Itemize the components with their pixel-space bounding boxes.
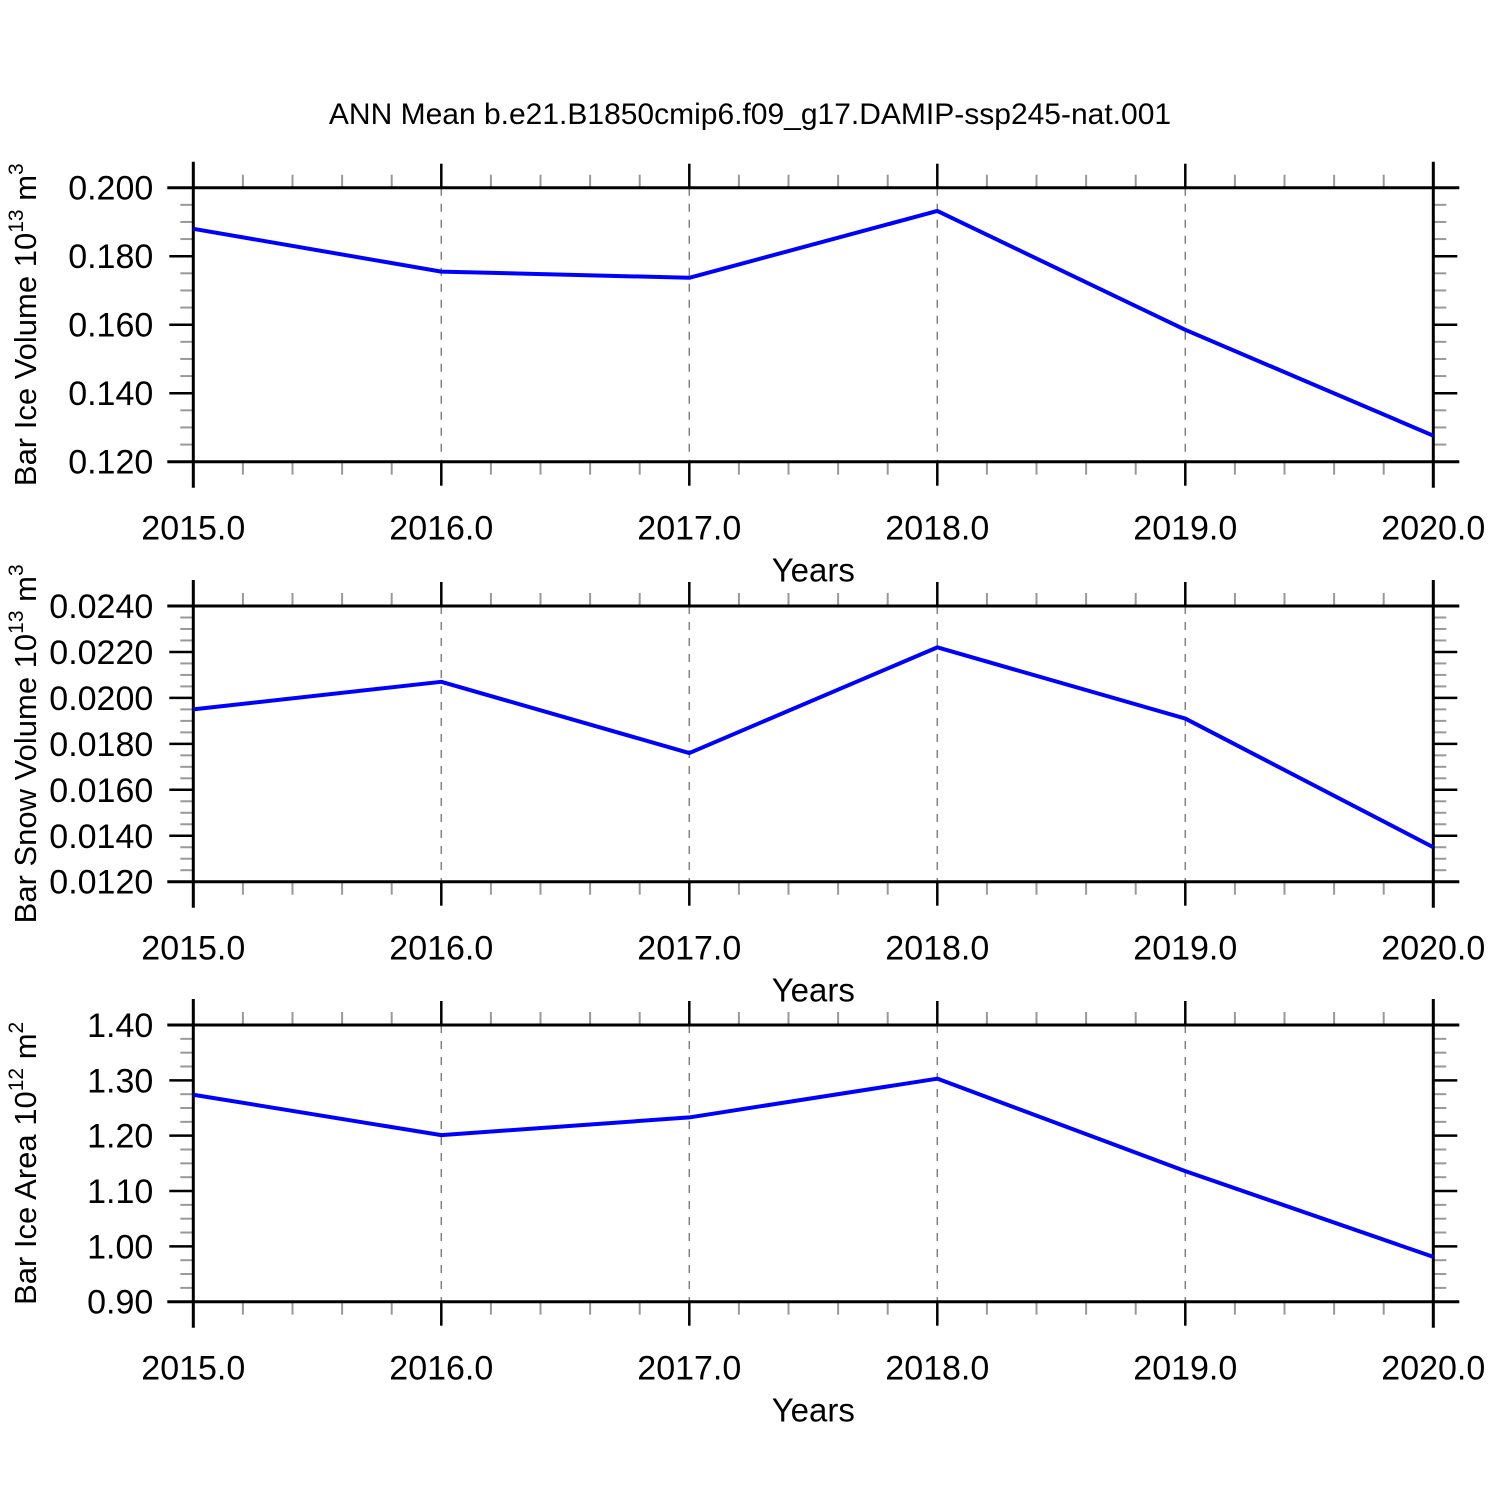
- x-tick-label: 2017.0: [637, 930, 741, 968]
- panel-ice-area: 2015.0 2016.0 2017.0 2018.0 2019.0 2020.0 0.90…: [5, 999, 1485, 1429]
- x-tick-label: 2017.0: [637, 1350, 741, 1388]
- y-tick-label: 0.0240: [49, 588, 153, 626]
- x-axis-title: Years: [772, 972, 855, 1009]
- y-axis-title: Bar Snow Volume 1013 m3: [5, 564, 43, 923]
- y-tick-label: 0.0180: [49, 726, 153, 764]
- y-tick-label: 0.0200: [49, 680, 153, 718]
- x-tick-label: 2016.0: [389, 1350, 493, 1388]
- y-tick-label: 1.40: [87, 1007, 153, 1045]
- x-tick-label: 2016.0: [389, 930, 493, 968]
- x-tick-label: 2020.0: [1381, 1350, 1485, 1388]
- y-axis-title: Bar Ice Volume 1013 m3: [5, 163, 43, 486]
- x-tick-label: 2017.0: [637, 510, 741, 548]
- x-tick-label: 2020.0: [1381, 510, 1485, 548]
- panel-ice-volume: 2015.0 2016.0 2017.0 2018.0 2019.0 2020.0 0.12…: [5, 161, 1485, 589]
- y-tick-label: 0.0160: [49, 772, 153, 810]
- y-tick-label: 0.160: [68, 307, 153, 345]
- y-tick-label: 1.10: [87, 1173, 153, 1211]
- x-tick-label: 2015.0: [141, 510, 245, 548]
- y-tick-label: 1.00: [87, 1228, 153, 1266]
- y-tick-label: 0.0140: [49, 818, 153, 856]
- y-tick-label: 0.200: [68, 170, 153, 208]
- y-tick-label: 1.20: [87, 1118, 153, 1156]
- x-axis-title: Years: [772, 1392, 855, 1429]
- x-tick-label: 2015.0: [141, 1350, 245, 1388]
- x-tick-label: 2019.0: [1133, 510, 1237, 548]
- y-tick-label: 1.30: [87, 1062, 153, 1100]
- data-line-snow-volume: [193, 645, 1435, 850]
- y-tick-label: 0.90: [87, 1284, 153, 1322]
- chart-title: ANN Mean b.e21.B1850cmip6.f09_g17.DAMIP-…: [328, 98, 1172, 131]
- y-tick-label: 0.140: [68, 375, 153, 413]
- x-tick-label: 2015.0: [141, 930, 245, 968]
- y-axis-title: Bar Ice Area 1012 m2: [5, 1022, 43, 1305]
- x-axis-title: Years: [772, 552, 855, 589]
- x-tick-label: 2018.0: [885, 510, 989, 548]
- x-tick-label: 2018.0: [885, 1350, 989, 1388]
- panel-snow-volume: 2015.0 2016.0 2017.0 2018.0 2019.0 2020.0 0.01…: [5, 564, 1485, 1008]
- x-tick-label: 2019.0: [1133, 930, 1237, 968]
- y-tick-label: 0.180: [68, 238, 153, 276]
- x-tick-label: 2019.0: [1133, 1350, 1237, 1388]
- x-tick-label: 2018.0: [885, 930, 989, 968]
- y-tick-label: 0.0220: [49, 634, 153, 672]
- data-line-ice-area: [192, 1076, 1434, 1259]
- x-tick-label: 2016.0: [389, 510, 493, 548]
- y-tick-label: 0.120: [68, 444, 153, 482]
- x-tick-label: 2020.0: [1381, 930, 1485, 968]
- y-tick-label: 0.0120: [49, 864, 153, 902]
- data-line-ice-volume: [192, 208, 1435, 438]
